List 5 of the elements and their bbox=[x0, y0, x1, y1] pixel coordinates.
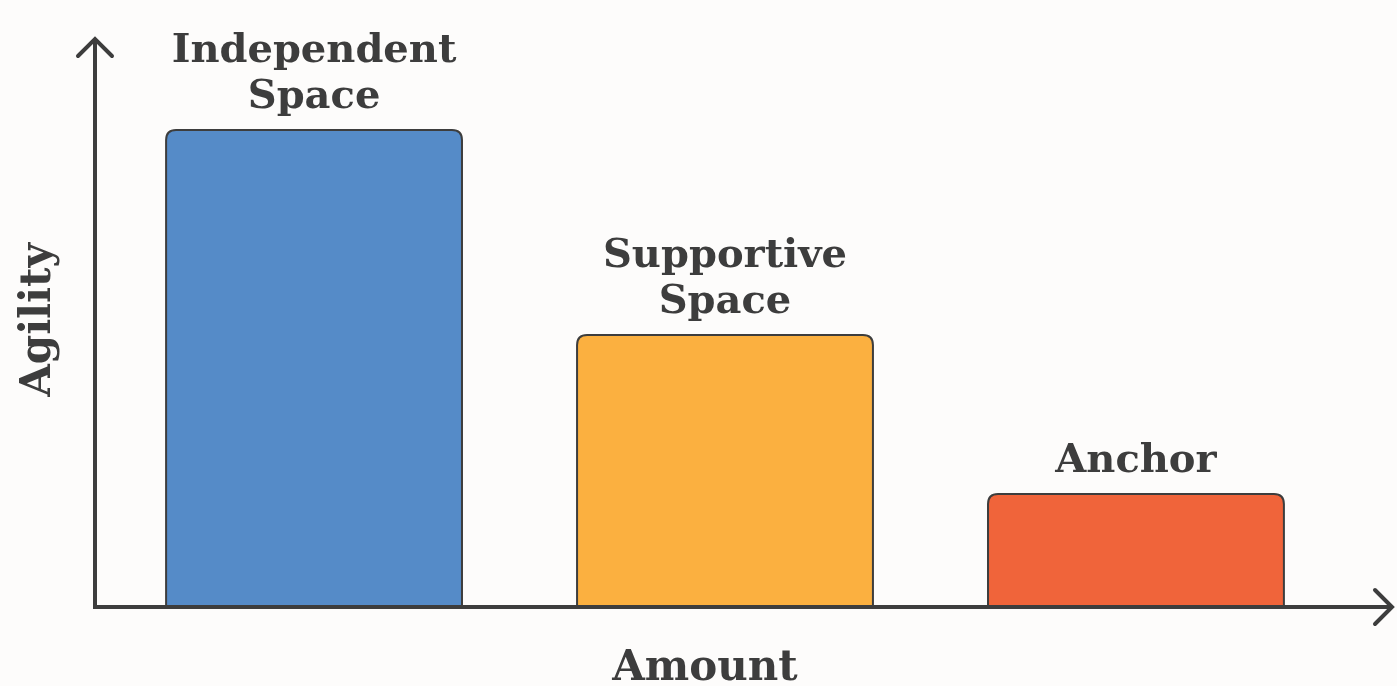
x-tick-label: Supportive Space bbox=[602, 229, 848, 323]
y-axis-title: Agility bbox=[11, 241, 60, 398]
x-tick-label: Independent Space bbox=[171, 24, 457, 117]
x-tick-label: Anchor bbox=[1054, 433, 1218, 481]
x-axis-title: Amount bbox=[611, 641, 799, 686]
